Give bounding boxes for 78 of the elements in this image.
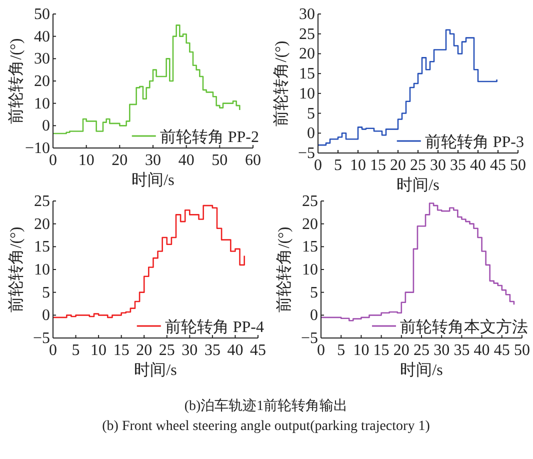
y-tick-label: 25: [302, 193, 318, 210]
y-tick-label: 5: [310, 284, 318, 302]
x-tick-label: 50: [514, 342, 530, 359]
x-tick-label: 30: [145, 152, 161, 169]
x-tick-label: 20: [393, 342, 410, 359]
x-tick-label: 20: [390, 157, 406, 174]
y-tick-label: 20: [34, 73, 50, 90]
y-tick-label: 10: [34, 95, 50, 112]
x-axis-title: 时间/s: [134, 361, 177, 379]
y-tick-label: 10: [302, 262, 318, 278]
legend-label: 前轮转角本文方法: [400, 318, 528, 336]
x-tick-label: 40: [470, 157, 486, 174]
legend-label: 前轮转角 PP-4: [164, 318, 264, 336]
y-tick-label: 10: [34, 262, 50, 278]
x-tick-label: 10: [78, 152, 94, 169]
x-tick-label: 20: [136, 342, 152, 359]
x-tick-label: 35: [454, 342, 470, 359]
x-tick-label: 15: [373, 342, 390, 359]
x-tick-label: 10: [350, 157, 366, 174]
y-tick-label: 40: [34, 28, 50, 46]
y-tick-label: −5: [298, 145, 315, 162]
y-tick-label: 20: [302, 216, 318, 233]
x-tick-label: 25: [158, 342, 175, 359]
y-tick-label: 20: [34, 216, 50, 233]
x-axis-title: 时间/s: [400, 361, 443, 379]
x-tick-label: 5: [334, 157, 342, 174]
x-tick-label: 10: [353, 342, 370, 359]
y-tick-label: 5: [42, 284, 50, 302]
text: (b)泊车轨迹1前轮转角输出: [184, 398, 348, 414]
y-tick-label: 30: [34, 50, 50, 68]
x-tick-label: 25: [414, 342, 430, 359]
y-tick-label: −5: [300, 330, 318, 347]
y-tick-label: 0: [42, 118, 50, 135]
x-tick-label: 15: [113, 342, 130, 359]
x-tick-label: 5: [337, 342, 346, 359]
y-tick-label: 0: [307, 125, 315, 142]
x-tick-label: 50: [510, 157, 526, 174]
y-tick-label: 15: [299, 66, 315, 83]
y-axis-title: 前轮转角/(°): [272, 40, 290, 126]
y-tick-label: −5: [32, 330, 50, 347]
y-axis-title: 前轮转角/(°): [275, 226, 293, 312]
y-axis-title: 前轮转角/(°): [7, 38, 25, 124]
y-tick-label: 15: [302, 238, 318, 256]
x-tick-label: 45: [490, 157, 506, 174]
x-tick-label: 50: [212, 152, 228, 169]
y-tick-label: 10: [299, 85, 315, 102]
x-tick-label: 30: [182, 342, 198, 359]
x-tick-label: 35: [450, 157, 466, 174]
x-tick-label: 45: [250, 342, 266, 359]
x-tick-label: 40: [178, 152, 194, 169]
y-tick-label: 50: [34, 6, 50, 23]
y-tick-label: 15: [34, 238, 50, 256]
y-axis-title: 前轮转角/(°): [7, 226, 25, 312]
x-tick-label: 40: [227, 342, 244, 359]
legend-label: 前轮转角 PP-2: [160, 128, 259, 146]
x-tick-label: 20: [112, 152, 128, 169]
x-tick-label: 15: [370, 157, 386, 174]
x-axis-title: 时间/s: [396, 176, 440, 194]
text: (b) Front wheel steering angle output(parking trajectory 1): [102, 419, 430, 434]
y-tick-label: 0: [310, 307, 318, 324]
x-tick-label: 40: [474, 342, 490, 359]
y-tick-label: 0: [42, 307, 50, 324]
x-tick-label: 5: [72, 342, 80, 359]
y-tick-label: −10: [24, 140, 50, 157]
x-tick-label: 35: [204, 342, 220, 359]
y-tick-label: 5: [307, 105, 315, 122]
legend-label: 前轮转角 PP-3: [424, 133, 524, 151]
y-tick-label: 25: [34, 193, 50, 210]
y-tick-label: 25: [299, 26, 315, 43]
x-tick-label: 30: [430, 157, 446, 174]
x-tick-label: 45: [494, 342, 510, 359]
y-tick-label: 20: [299, 46, 315, 63]
x-tick-label: 25: [410, 157, 426, 174]
x-tick-label: 10: [90, 342, 107, 359]
x-tick-label: 30: [434, 342, 450, 359]
y-tick-label: 30: [299, 6, 315, 23]
x-tick-label: 60: [245, 152, 261, 169]
x-axis-title: 时间/s: [132, 171, 174, 189]
